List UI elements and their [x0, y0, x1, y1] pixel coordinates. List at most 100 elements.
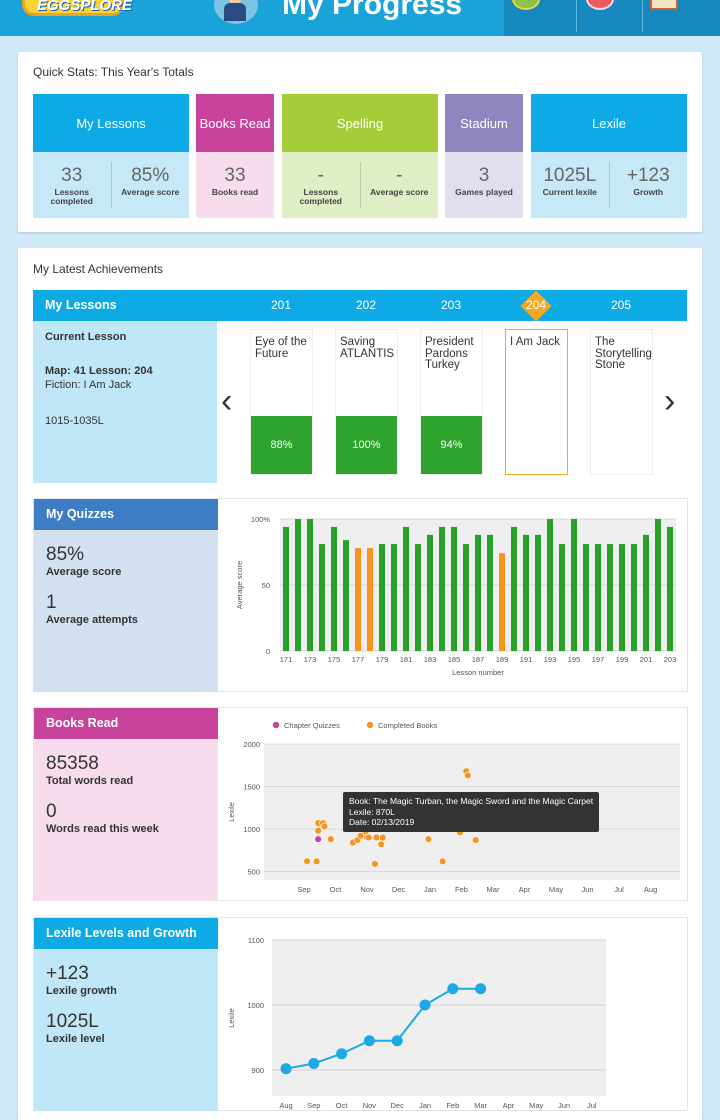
badge-icon[interactable]: [586, 0, 614, 10]
lesson-numbers-header: 201 202 203 204 205: [217, 290, 687, 322]
stat-value: -: [396, 165, 403, 186]
quiz-bar: [499, 553, 505, 651]
lesson-title: I Am Jack: [510, 336, 560, 348]
x-tick-label: Aug: [644, 885, 657, 894]
lesson-card[interactable]: Eye of the Future 88%: [250, 329, 313, 475]
x-tick-label: Jul: [587, 1101, 597, 1110]
lesson-number[interactable]: 205: [610, 298, 632, 312]
stat-cell: - Lessons completed: [282, 152, 360, 218]
lesson-number[interactable]: 201: [270, 298, 292, 312]
stat-label: Average score: [121, 187, 180, 197]
stat-tile[interactable]: Spelling - Lessons completed - Average score: [282, 94, 438, 218]
total-words-value: 85358: [46, 753, 99, 774]
lesson-card[interactable]: I Am Jack: [505, 329, 568, 475]
quiz-bar: [619, 544, 625, 651]
stat-tile[interactable]: Stadium 3 Games played: [445, 94, 523, 218]
lesson-number[interactable]: 204: [525, 298, 547, 312]
nav-divider: [576, 0, 577, 32]
lesson-card[interactable]: The Storytelling Stone: [590, 329, 653, 475]
y-tick-label: 1100: [248, 936, 264, 945]
book-point: [314, 826, 322, 835]
quizzes-left: My Quizzes 85% Average score 1 Average a…: [34, 499, 218, 692]
tooltip-date: Date: 02/13/2019: [349, 817, 415, 827]
quiz-bar: [511, 526, 517, 651]
x-tick-label: Dec: [392, 885, 406, 894]
book-point: [377, 840, 385, 849]
book-point: [303, 857, 311, 866]
quiz-bar: [295, 519, 301, 651]
x-tick-label: May: [549, 885, 563, 894]
quiz-bar: [391, 544, 397, 651]
x-tick-label: 179: [376, 655, 389, 664]
stat-label: Lessons completed: [299, 187, 342, 206]
lesson-number[interactable]: 203: [440, 298, 462, 312]
prev-arrow-button[interactable]: ‹: [221, 382, 233, 420]
quiz-bar: [307, 519, 313, 651]
book-point: [314, 835, 322, 843]
y-axis-label: Lexile: [227, 1008, 236, 1028]
stat-value: 33: [61, 165, 83, 186]
x-tick-label: Mar: [487, 885, 500, 894]
tooltip-book: Book: The Magic Turban, the Magic Sword …: [349, 796, 594, 806]
lexile-point: [419, 999, 431, 1011]
achievements-card: My Latest Achievements My Lessons Curren…: [18, 248, 702, 1120]
stat-label: Lessons completed: [50, 187, 93, 206]
x-tick-label: Mar: [474, 1101, 487, 1110]
lesson-card[interactable]: Saving ATLANTIS 100%: [335, 329, 398, 475]
x-tick-label: Jan: [419, 1101, 431, 1110]
map-icon[interactable]: [512, 0, 540, 10]
stat-tile[interactable]: My Lessons 33 Lessons completed 85% Average …: [33, 94, 189, 218]
stat-cell: 1025L Current lexile: [531, 152, 609, 218]
stat-tile-body: 1025L Current lexile +123 Growth: [531, 152, 687, 218]
x-tick-label: Apr: [519, 885, 531, 894]
lesson-score-bar: 100%: [336, 416, 397, 474]
x-tick-label: 173: [304, 655, 317, 664]
next-arrow-button[interactable]: ›: [664, 382, 676, 420]
quiz-bar: [571, 519, 577, 651]
y-tick-label: 1000: [243, 825, 260, 834]
y-tick-label: 50: [262, 581, 270, 590]
avatar[interactable]: [214, 0, 258, 24]
stat-tile[interactable]: Lexile 1025L Current lexile +123 Growth: [531, 94, 687, 218]
stat-cell: +123 Growth: [608, 162, 688, 208]
x-tick-label: Jul: [614, 885, 624, 894]
y-tick-label: 2000: [243, 740, 260, 749]
x-tick-label: Jun: [581, 885, 593, 894]
stat-tile-header: Spelling: [282, 94, 438, 152]
stat-value: +123: [626, 165, 670, 186]
avatar-suit: [224, 3, 246, 21]
x-tick-label: 203: [664, 655, 677, 664]
page-title: My Progress: [282, 0, 463, 21]
menu-icon[interactable]: [650, 0, 678, 10]
stat-tile[interactable]: Books Read 33 Books read: [196, 94, 274, 218]
book-tooltip: Book: The Magic Turban, the Magic Sword …: [343, 792, 600, 832]
book-point: [357, 832, 365, 840]
x-tick-label: May: [529, 1101, 543, 1110]
lexile-range: 1015-1035L: [45, 415, 104, 427]
lesson-number[interactable]: 202: [355, 298, 377, 312]
stat-label: Average score: [370, 187, 429, 197]
x-tick-label: 189: [496, 655, 509, 664]
quick-stats-title: Quick Stats: This Year's Totals: [33, 65, 194, 79]
quiz-bar: [379, 544, 385, 651]
x-tick-label: Feb: [446, 1101, 459, 1110]
legend-label: Completed Books: [378, 721, 437, 730]
books-header: Books Read: [34, 708, 218, 739]
eggsplore-logo[interactable]: EGGSPLORE: [22, 0, 132, 16]
quiz-bar: [451, 526, 457, 651]
nav-icons: [504, 0, 720, 36]
x-tick-label: 181: [400, 655, 413, 664]
legend-label: Chapter Quizzes: [284, 721, 340, 730]
x-tick-label: Nov: [360, 885, 374, 894]
stat-tile-header: Lexile: [531, 94, 687, 152]
lesson-card[interactable]: President Pardons Turkey 94%: [420, 329, 483, 475]
lessons-panel: My Lessons Current Lesson Map: 41 Lesson…: [18, 290, 702, 486]
x-tick-label: 191: [520, 655, 533, 664]
stat-tile-body: 33 Lessons completed 85% Average score: [33, 152, 189, 218]
quizzes-panel: My Quizzes 85% Average score 1 Average a…: [33, 498, 688, 692]
lexile-point: [308, 1058, 320, 1069]
lexile-point: [447, 983, 459, 995]
y-tick-label: 1500: [243, 783, 260, 792]
lesson-title: The Storytelling Stone: [595, 336, 652, 371]
stat-cell: 3 Games played: [445, 152, 523, 218]
